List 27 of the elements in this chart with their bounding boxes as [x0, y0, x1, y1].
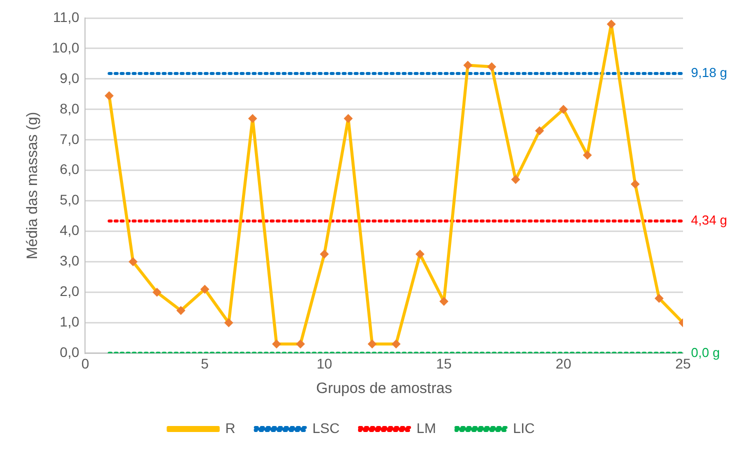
y-axis-title: Média das massas (g)	[24, 112, 42, 260]
y-tick-label: 4,0	[60, 222, 80, 238]
legend-label: LSC	[312, 420, 340, 436]
legend-label: LM	[416, 420, 436, 436]
legend-label: LIC	[513, 420, 535, 436]
text: 0,0 g	[691, 344, 720, 360]
text: 4,34 g	[691, 212, 728, 228]
y-tick-label: 0,0	[60, 344, 80, 360]
text: 9,18 g	[691, 65, 728, 80]
x-tick-label: 5	[200, 355, 209, 372]
x-tick-label: 20	[556, 355, 572, 372]
y-tick-label: 8,0	[60, 100, 80, 116]
y-tick-label: 11,0	[53, 8, 80, 25]
x-tick-label: 25	[675, 355, 691, 372]
x-tick-label: 15	[436, 355, 452, 372]
x-tick-label: 10	[316, 355, 332, 372]
x-tick-label: 0	[81, 355, 90, 372]
y-tick-label: 2,0	[60, 283, 80, 300]
y-tick-label: 5,0	[60, 192, 80, 208]
y-tick-label: 7,0	[60, 130, 80, 147]
y-tick-label: 9,0	[60, 70, 80, 86]
y-tick-label: 3,0	[60, 252, 80, 269]
x-axis-title: Grupos de amostras	[316, 380, 452, 398]
legend-label: R	[225, 420, 236, 436]
y-tick-label: 1,0	[60, 314, 80, 330]
y-tick-label: 10,0	[52, 39, 80, 56]
y-tick-label: 6,0	[60, 161, 80, 178]
